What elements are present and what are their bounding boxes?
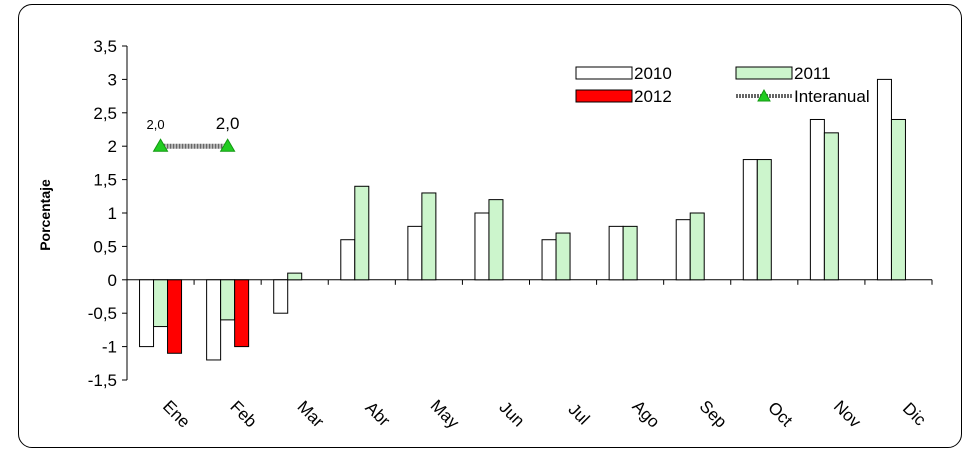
- chart-bars: [139, 78, 906, 361]
- x-tick-label: Mar: [294, 397, 328, 431]
- bar-2011-nov: [823, 132, 839, 281]
- chart-axes: [122, 45, 933, 381]
- legend-label-2012: 2012: [634, 87, 672, 106]
- legend-swatch-2010: [575, 66, 633, 80]
- bar-2010-mar: [273, 279, 289, 314]
- bar-2010-jul: [541, 239, 557, 281]
- y-tick-label: 0: [108, 271, 117, 290]
- bar-2011-feb: [220, 279, 236, 321]
- bar-2011-jun: [488, 199, 504, 281]
- bar-2012-ene: [167, 279, 183, 354]
- interanual-marker: [219, 138, 236, 152]
- y-tick-label: -1,5: [88, 371, 117, 390]
- x-tick-label: Feb: [226, 397, 260, 431]
- x-tick-label: Jun: [495, 398, 528, 431]
- legend-swatch-2011: [735, 66, 793, 80]
- bar-2010-nov: [809, 118, 825, 281]
- x-tick-label: Jul: [565, 400, 594, 429]
- x-tick-label: Oct: [764, 398, 796, 430]
- interanual-line: 2,0 2,0: [147, 114, 240, 152]
- legend-swatch-marker: [757, 88, 771, 102]
- bar-2011-jul: [555, 232, 571, 281]
- bar-2011-oct: [756, 159, 772, 281]
- bar-2011-abr: [354, 185, 370, 281]
- legend-label-2010: 2010: [634, 64, 672, 83]
- x-tick-label: Nov: [830, 397, 865, 432]
- bar-2011-ago: [622, 225, 638, 281]
- x-tick-label: May: [427, 396, 463, 432]
- bar-2011-may: [421, 192, 437, 281]
- bar-2010-oct: [742, 159, 758, 281]
- bar-2010-sep: [675, 219, 691, 281]
- y-tick-label: 0,5: [93, 237, 117, 256]
- y-tick-label: -1: [102, 338, 117, 357]
- x-tick-label: Sep: [696, 397, 731, 432]
- bar-2011-mar: [287, 272, 303, 281]
- interanual-data-label: 2,0: [147, 117, 165, 132]
- y-tick-label: 1: [108, 204, 117, 223]
- bar-2011-sep: [689, 212, 705, 281]
- bar-2011-ene: [153, 279, 169, 328]
- x-tick-label: Ago: [629, 397, 664, 432]
- bar-2010-feb: [206, 279, 222, 361]
- chart-legend: 2010 2011 2012 Interanual: [575, 64, 870, 106]
- legend-label-2011: 2011: [794, 64, 831, 83]
- bar-2010-dic: [876, 78, 892, 281]
- x-tick-label: Dic: [899, 399, 930, 430]
- y-tick-label: 3,5: [93, 37, 117, 56]
- interanual-marker: [152, 138, 169, 152]
- x-tick-label: Ene: [159, 397, 194, 432]
- bar-2010-ene: [139, 279, 155, 348]
- y-tick-label: 3: [108, 70, 117, 89]
- interanual-data-label: 2,0: [216, 114, 240, 133]
- y-tick-label: 2: [108, 137, 117, 156]
- legend-label-interanual: Interanual: [794, 87, 870, 106]
- legend-swatch-2012: [575, 89, 633, 103]
- bar-2010-abr: [340, 239, 356, 281]
- y-axis-label: Porcentaje: [37, 179, 53, 251]
- bar-2010-jun: [474, 212, 490, 281]
- y-tick-label: 2,5: [93, 104, 117, 123]
- x-tick-label: Abr: [362, 398, 394, 430]
- bar-2011-dic: [890, 118, 906, 281]
- y-tick-label: 1,5: [93, 171, 117, 190]
- bar-2010-ago: [608, 225, 624, 281]
- y-tick-label: -0,5: [88, 304, 117, 323]
- bar-2012-feb: [234, 279, 250, 348]
- bar-2010-may: [407, 225, 423, 281]
